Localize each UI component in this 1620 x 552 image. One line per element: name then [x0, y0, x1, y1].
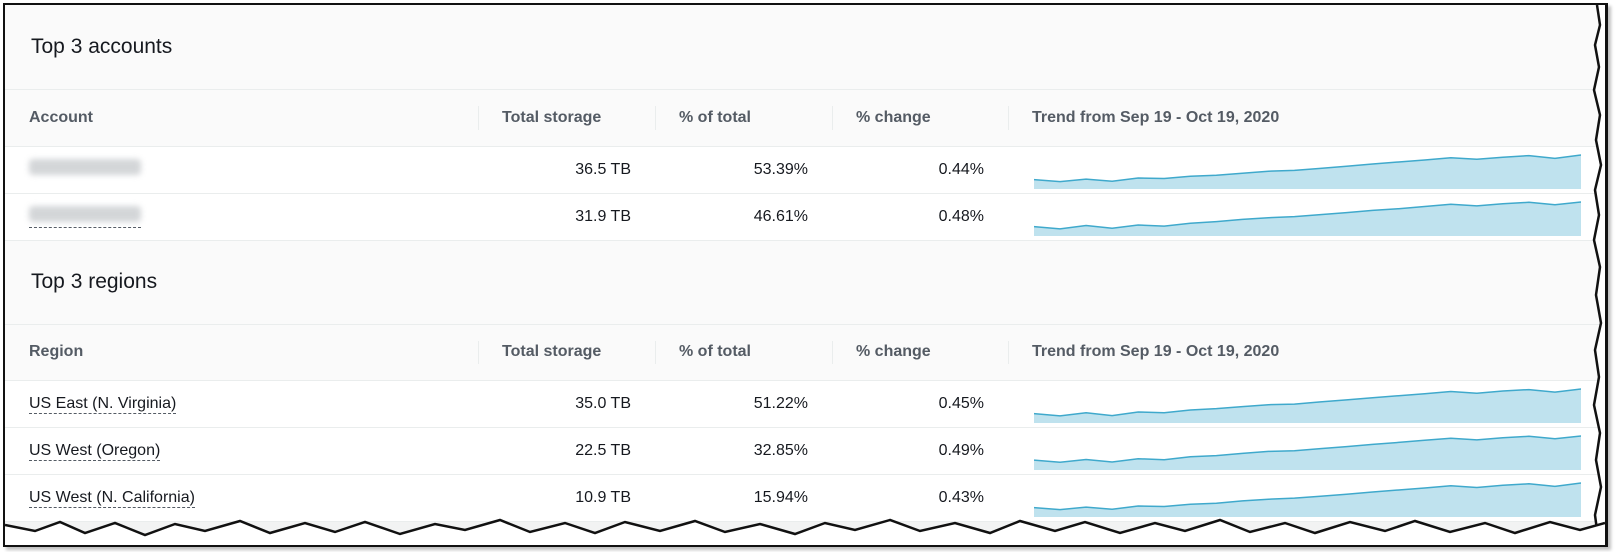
sparkline-line	[1034, 389, 1581, 416]
regions-table: Region Total storage % of total % change…	[5, 324, 1605, 522]
trend-sparkline	[1034, 432, 1581, 470]
pct-total-cell: 53.39%	[655, 146, 832, 194]
total-storage-cell: 10.9 TB	[478, 474, 655, 522]
total-storage-cell: 35.0 TB	[478, 380, 655, 428]
redacted-account-id[interactable]	[29, 158, 141, 181]
trend-sparkline	[1034, 479, 1581, 517]
column-header-account[interactable]: Account	[5, 90, 478, 147]
table-row: US East (N. Virginia) 35.0 TB 51.22% 0.4…	[5, 380, 1605, 428]
trend-sparkline	[1034, 198, 1581, 236]
column-header-trend: Trend from Sep 19 - Oct 19, 2020	[1008, 324, 1605, 381]
sparkline-area	[1034, 201, 1581, 236]
column-header-pct-change[interactable]: % change	[832, 90, 1008, 147]
sparkline-area	[1034, 389, 1581, 423]
accounts-section-title: Top 3 accounts	[5, 5, 1605, 90]
sparkline-area	[1034, 483, 1581, 517]
pct-change-cell: 0.43%	[832, 474, 1008, 522]
sparkline-line	[1034, 202, 1581, 229]
total-storage-cell: 22.5 TB	[478, 427, 655, 475]
table-row: 31.9 TB 46.61% 0.48%	[5, 193, 1605, 241]
pct-change-cell: 0.48%	[832, 193, 1008, 241]
pct-change-cell: 0.45%	[832, 380, 1008, 428]
pct-change-cell: 0.49%	[832, 427, 1008, 475]
table-row: US West (Oregon) 22.5 TB 32.85% 0.49%	[5, 427, 1605, 475]
column-header-pct-total[interactable]: % of total	[655, 324, 832, 381]
trend-sparkline	[1034, 385, 1581, 423]
sparkline-line	[1034, 436, 1581, 462]
sparkline-area	[1034, 154, 1581, 189]
column-header-region[interactable]: Region	[5, 324, 478, 381]
column-header-total-storage[interactable]: Total storage	[478, 90, 655, 147]
total-storage-cell: 36.5 TB	[478, 146, 655, 194]
pct-change-cell: 0.44%	[832, 146, 1008, 194]
sparkline-area	[1034, 436, 1581, 470]
pct-total-cell: 32.85%	[655, 427, 832, 475]
region-link[interactable]: US East (N. Virginia)	[29, 395, 177, 414]
column-header-total-storage[interactable]: Total storage	[478, 324, 655, 381]
column-header-pct-total[interactable]: % of total	[655, 90, 832, 147]
region-link[interactable]: US West (Oregon)	[29, 442, 161, 461]
region-link[interactable]: US West (N. California)	[29, 489, 195, 508]
column-header-pct-change[interactable]: % change	[832, 324, 1008, 381]
storage-lens-panel: Top 3 accounts Account Total storage % o…	[3, 3, 1608, 547]
sparkline-line	[1034, 155, 1581, 182]
accounts-table: Account Total storage % of total % chang…	[5, 90, 1605, 241]
pct-total-cell: 46.61%	[655, 193, 832, 241]
column-header-trend: Trend from Sep 19 - Oct 19, 2020	[1008, 90, 1605, 147]
pct-total-cell: 15.94%	[655, 474, 832, 522]
table-row: US West (N. California) 10.9 TB 15.94% 0…	[5, 474, 1605, 522]
total-storage-cell: 31.9 TB	[478, 193, 655, 241]
sparkline-line	[1034, 483, 1581, 510]
trend-sparkline	[1034, 151, 1581, 189]
table-row: 36.5 TB 53.39% 0.44%	[5, 146, 1605, 194]
pct-total-cell: 51.22%	[655, 380, 832, 428]
redacted-account-id[interactable]	[29, 205, 141, 228]
regions-section-title: Top 3 regions	[5, 240, 1605, 325]
